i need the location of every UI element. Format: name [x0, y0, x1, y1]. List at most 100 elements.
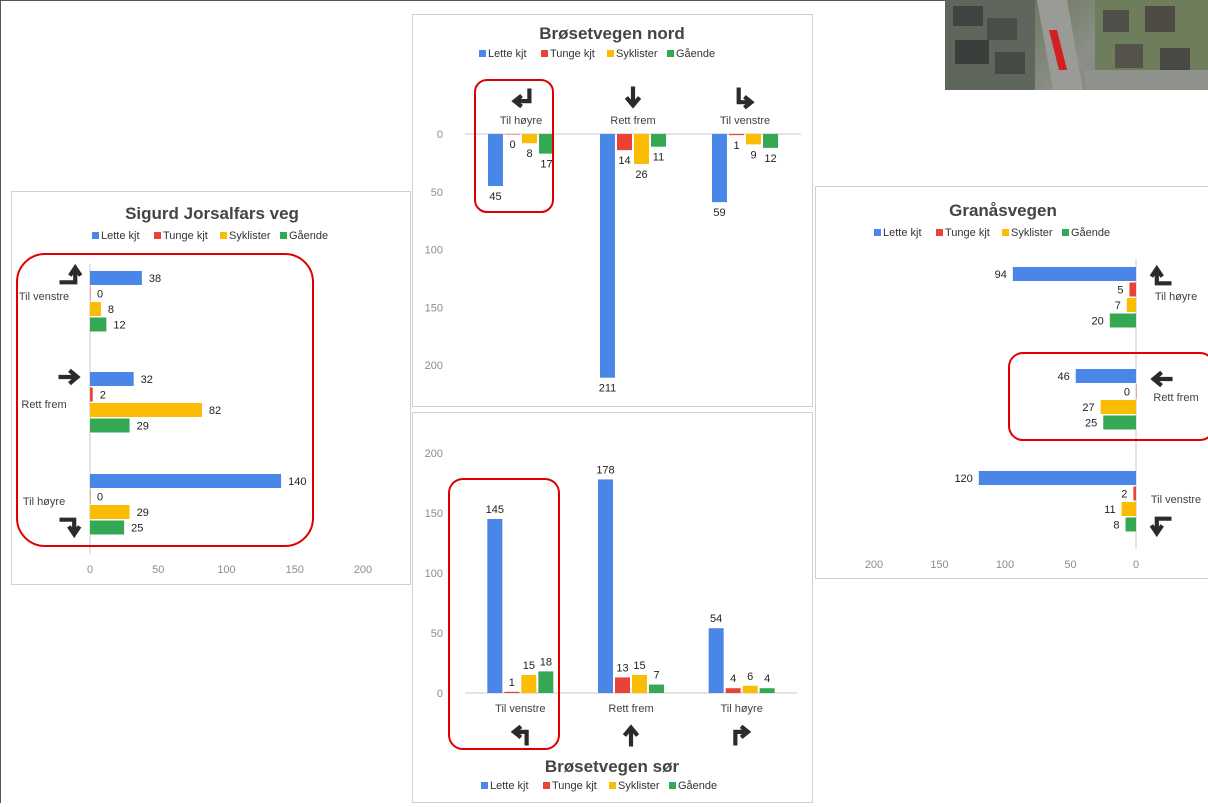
- legend-swatch-lette-kjt: [874, 229, 881, 236]
- data-label-syklister-rett-frem: 15: [633, 660, 645, 672]
- category-label-til-hoyre: Til høyre: [500, 115, 542, 127]
- legend-swatch-tunge-kjt: [543, 782, 550, 789]
- bar-tunge-kjt-rett-frem: [90, 387, 93, 402]
- data-label-tunge-kjt-rett-frem: 14: [618, 155, 630, 167]
- bar-gaende-til-hoyre: [539, 134, 554, 154]
- bar-tunge-kjt-til-venstre: [90, 286, 91, 301]
- panel-brosetvegen-nord: Brøsetvegen nord Lette kjt Tunge kjt Syklis…: [412, 14, 813, 407]
- bar-gaende-rett-frem: [90, 418, 130, 433]
- legend-label-tunge-kjt: Tunge kjt: [945, 227, 990, 239]
- bar-lette-kjt-til-hoyre: [1012, 267, 1136, 281]
- bar-lette-kjt-til-hoyre: [90, 474, 282, 488]
- bar-tunge-kjt-til-venstre: [1133, 486, 1136, 501]
- chart-title: Brøsetvegen sør: [545, 757, 680, 776]
- data-label-tunge-kjt-til-hoyre: 0: [97, 492, 103, 504]
- data-label-lette-kjt-til-hoyre: 94: [995, 269, 1007, 281]
- legend-swatch-lette-kjt: [481, 782, 488, 789]
- bar-gaende-til-hoyre: [1109, 313, 1136, 328]
- aerial-photo-drawing: [945, 0, 1208, 90]
- legend-swatch-lette-kjt: [479, 50, 486, 57]
- bar-gaende-rett-frem: [651, 134, 666, 147]
- legend-label-gaende: Gående: [289, 230, 328, 242]
- bar-lette-kjt-til-venstre: [487, 519, 503, 693]
- highlight-box-til-venstre: [448, 478, 560, 750]
- data-label-syklister-til-hoyre: 8: [526, 148, 532, 160]
- x-tick-label: 200: [865, 559, 883, 571]
- legend-label-syklister: Syklister: [616, 48, 658, 60]
- data-label-lette-kjt-til-hoyre: 45: [489, 191, 501, 203]
- bar-tunge-kjt-til-hoyre: [90, 489, 91, 504]
- bar-gaende-rett-frem: [1103, 415, 1136, 430]
- data-label-tunge-kjt-til-venstre: 1: [733, 140, 739, 152]
- bar-lette-kjt-til-venstre: [978, 471, 1136, 485]
- data-label-tunge-kjt-rett-frem: 0: [1124, 387, 1130, 399]
- chart-title: Sigurd Jorsalfars veg: [125, 204, 299, 223]
- turn-left-down-icon: [1149, 516, 1172, 538]
- data-label-lette-kjt-til-venstre: 38: [149, 273, 161, 285]
- legend-label-gaende: Gående: [678, 780, 717, 792]
- data-label-syklister-til-venstre: 9: [750, 149, 756, 161]
- turn-down-right-icon: [736, 87, 755, 110]
- chart-brosetvegen-sor: 0 50 100 150 200 Til venstre 145 1 15 18 Rett frem…: [425, 448, 797, 792]
- data-label-syklister-til-hoyre: 6: [747, 671, 753, 683]
- legend-swatch-syklister: [607, 50, 614, 57]
- chart-title: Brøsetvegen nord: [539, 24, 684, 43]
- y-tick-label: 100: [425, 245, 443, 257]
- bar-tunge-kjt-til-venstre: [504, 691, 520, 693]
- legend-swatch-syklister: [220, 232, 227, 239]
- x-tick-label: 200: [354, 564, 372, 576]
- panel-brosetvegen-sor: 0 50 100 150 200 Til venstre 145 1 15 18 Rett frem…: [412, 412, 813, 803]
- arrow-left-icon: [1150, 370, 1173, 388]
- aerial-photo: [945, 0, 1208, 90]
- bar-gaende-til-hoyre: [90, 520, 125, 535]
- bar-tunge-kjt-rett-frem: [615, 677, 630, 693]
- legend-label-lette-kjt: Lette kjt: [490, 780, 529, 792]
- data-label-lette-kjt-til-venstre: 59: [713, 207, 725, 219]
- data-label-gaende-rett-frem: 29: [137, 421, 149, 433]
- bar-tunge-kjt-til-hoyre: [505, 134, 520, 135]
- bar-syklister-til-hoyre: [522, 134, 537, 144]
- legend-swatch-lette-kjt: [92, 232, 99, 239]
- bar-gaende-rett-frem: [649, 684, 664, 693]
- legend-swatch-gaende: [669, 782, 676, 789]
- bar-syklister-til-venstre: [746, 134, 761, 145]
- legend-label-lette-kjt: Lette kjt: [101, 230, 140, 242]
- data-label-gaende-til-hoyre: 17: [540, 159, 552, 171]
- data-label-syklister-rett-frem: 27: [1082, 402, 1094, 414]
- x-tick-label: 100: [996, 559, 1014, 571]
- data-label-tunge-kjt-rett-frem: 13: [616, 662, 628, 674]
- y-tick-label: 200: [425, 448, 443, 460]
- category-label-rett-frem: Rett frem: [610, 115, 655, 127]
- bar-lette-kjt-til-venstre: [712, 134, 727, 203]
- legend-swatch-tunge-kjt: [154, 232, 161, 239]
- x-tick-label: 0: [1133, 559, 1139, 571]
- data-label-tunge-kjt-til-hoyre: 5: [1117, 285, 1123, 297]
- bar-gaende-til-hoyre: [759, 688, 775, 693]
- legend-label-lette-kjt: Lette kjt: [488, 48, 527, 60]
- legend-label-lette-kjt: Lette kjt: [883, 227, 922, 239]
- panel-granasvegen: Granåsvegen Lette kjt Tunge kjt Syklister Gå…: [815, 186, 1208, 579]
- bar-syklister-rett-frem: [632, 675, 647, 693]
- category-label-til-venstre: Til venstre: [19, 291, 69, 303]
- bar-gaende-til-venstre: [763, 134, 778, 148]
- turn-up-right-icon: [733, 724, 752, 746]
- legend-label-tunge-kjt: Tunge kjt: [552, 780, 597, 792]
- bar-lette-kjt-rett-frem: [600, 134, 615, 378]
- highlight-box-til-hoyre: [474, 79, 554, 213]
- turn-right-up-icon: [59, 263, 83, 285]
- data-label-syklister-rett-frem: 82: [209, 405, 221, 417]
- bar-tunge-kjt-til-hoyre: [725, 688, 741, 693]
- bar-lette-kjt-rett-frem: [90, 372, 134, 386]
- bar-lette-kjt-til-hoyre: [488, 134, 503, 186]
- data-label-gaende-til-venstre: 12: [113, 320, 125, 332]
- bar-syklister-til-hoyre: [1126, 298, 1136, 312]
- legend-label-tunge-kjt: Tunge kjt: [550, 48, 595, 60]
- x-tick-label: 150: [286, 564, 304, 576]
- bar-syklister-til-hoyre: [90, 505, 130, 519]
- data-label-gaende-til-hoyre: 4: [764, 673, 770, 685]
- category-label-rett-frem: Rett frem: [608, 703, 653, 715]
- bar-syklister-rett-frem: [634, 134, 649, 165]
- bar-tunge-kjt-rett-frem: [617, 134, 632, 151]
- data-label-gaende-rett-frem: 25: [1085, 418, 1097, 430]
- chart-brosetvegen-nord: Brøsetvegen nord Lette kjt Tunge kjt Syklis…: [425, 24, 801, 395]
